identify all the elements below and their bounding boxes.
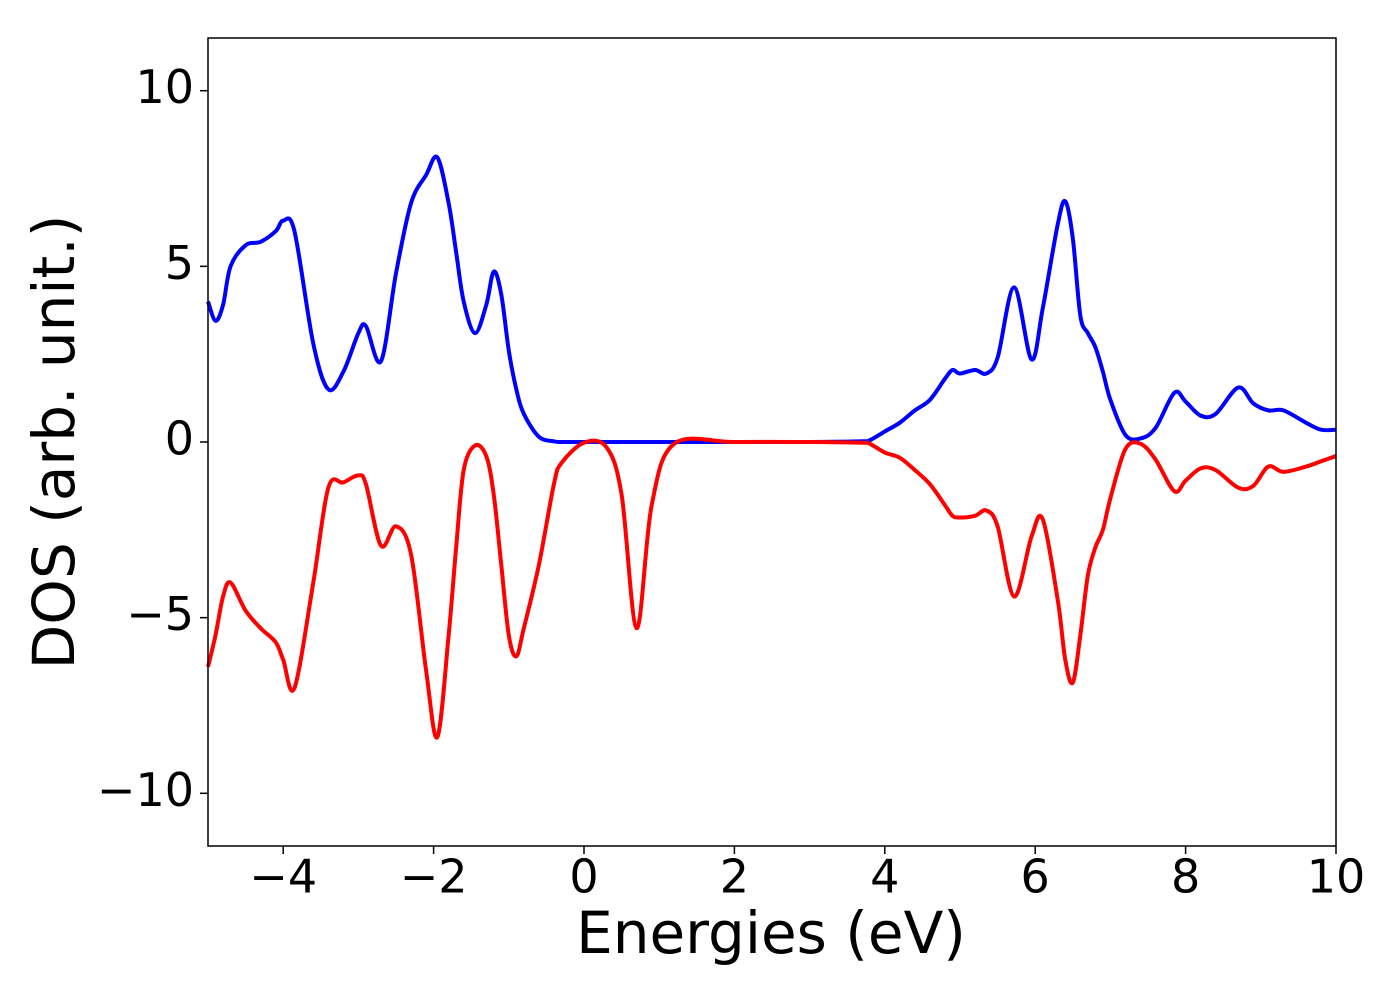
x-tick-label: 0 [569,850,598,904]
x-tick-label: 6 [1021,850,1050,904]
y-tick-label: −10 [97,763,194,817]
x-tick-label: 2 [720,850,749,904]
y-tick-label: −5 [126,587,194,641]
y-tick-label: 5 [165,236,194,290]
dos-line [206,436,1337,740]
dos-line [206,154,1337,445]
x-tick-label: −2 [400,850,468,904]
plot-frame [207,37,1337,847]
y-tick-label: 10 [135,60,194,114]
x-tick-label: −4 [249,850,317,904]
x-axis-label: Energies (eV) [576,899,966,967]
x-tick-label: 8 [1171,850,1200,904]
x-tick-label: 10 [1307,850,1366,904]
y-tick-label: 0 [165,412,194,466]
x-tick-label: 4 [870,850,899,904]
y-axis-label: DOS (arb. unit.) [20,215,88,670]
